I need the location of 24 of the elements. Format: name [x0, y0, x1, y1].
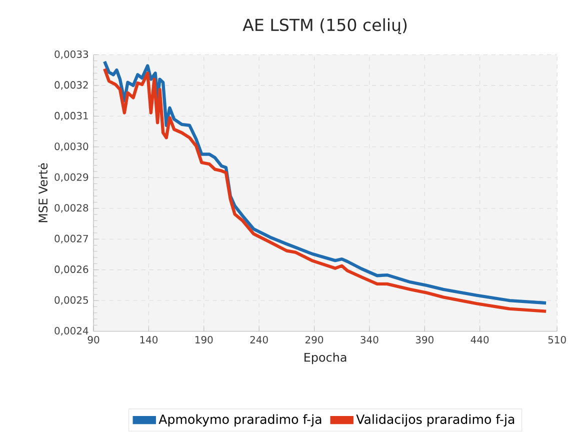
y-tick-label: 0,0024: [54, 327, 88, 336]
x-tick-label: 390: [416, 336, 434, 344]
x-tick-label: 190: [196, 336, 213, 344]
legend-label: Validacijos praradimo f-ja: [356, 414, 514, 427]
y-axis-title: MSE Vertė: [38, 163, 48, 222]
x-axis-title: Epocha: [304, 352, 346, 364]
y-tick-label: 0,0028: [54, 204, 88, 213]
y-tick-label: 0,0027: [54, 234, 88, 244]
x-tick-label: 240: [250, 336, 268, 344]
y-tick-label: 0,0031: [54, 112, 88, 121]
y-tick-label: 0,0025: [54, 296, 88, 305]
legend-label: Apmokymo praradimo f-ja: [158, 414, 322, 427]
y-tick-label: 0,0030: [54, 142, 88, 152]
chart-title: AE LSTM (150 celių): [242, 18, 407, 34]
x-tick-label: 140: [140, 336, 158, 344]
x-tick-label: 290: [306, 336, 324, 344]
x-tick-label: 340: [360, 336, 378, 344]
y-tick-label: 0,0033: [54, 50, 88, 60]
x-tick-label: 440: [470, 336, 489, 344]
x-tick-label: 510: [548, 336, 566, 344]
y-tick-label: 0,0026: [54, 266, 88, 274]
y-tick-label: 0,0032: [54, 81, 88, 90]
y-tick-label: 0,0029: [54, 173, 88, 182]
x-tick-label: 90: [88, 336, 100, 344]
